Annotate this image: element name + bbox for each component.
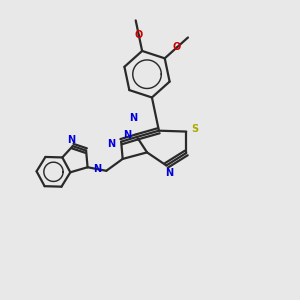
Text: S: S: [191, 124, 198, 134]
Text: N: N: [165, 168, 173, 178]
Text: N: N: [108, 139, 116, 149]
Text: N: N: [129, 113, 137, 124]
Text: O: O: [135, 30, 143, 40]
Text: O: O: [173, 42, 181, 52]
Text: N: N: [123, 130, 131, 140]
Text: N: N: [93, 164, 101, 174]
Text: N: N: [67, 135, 75, 145]
